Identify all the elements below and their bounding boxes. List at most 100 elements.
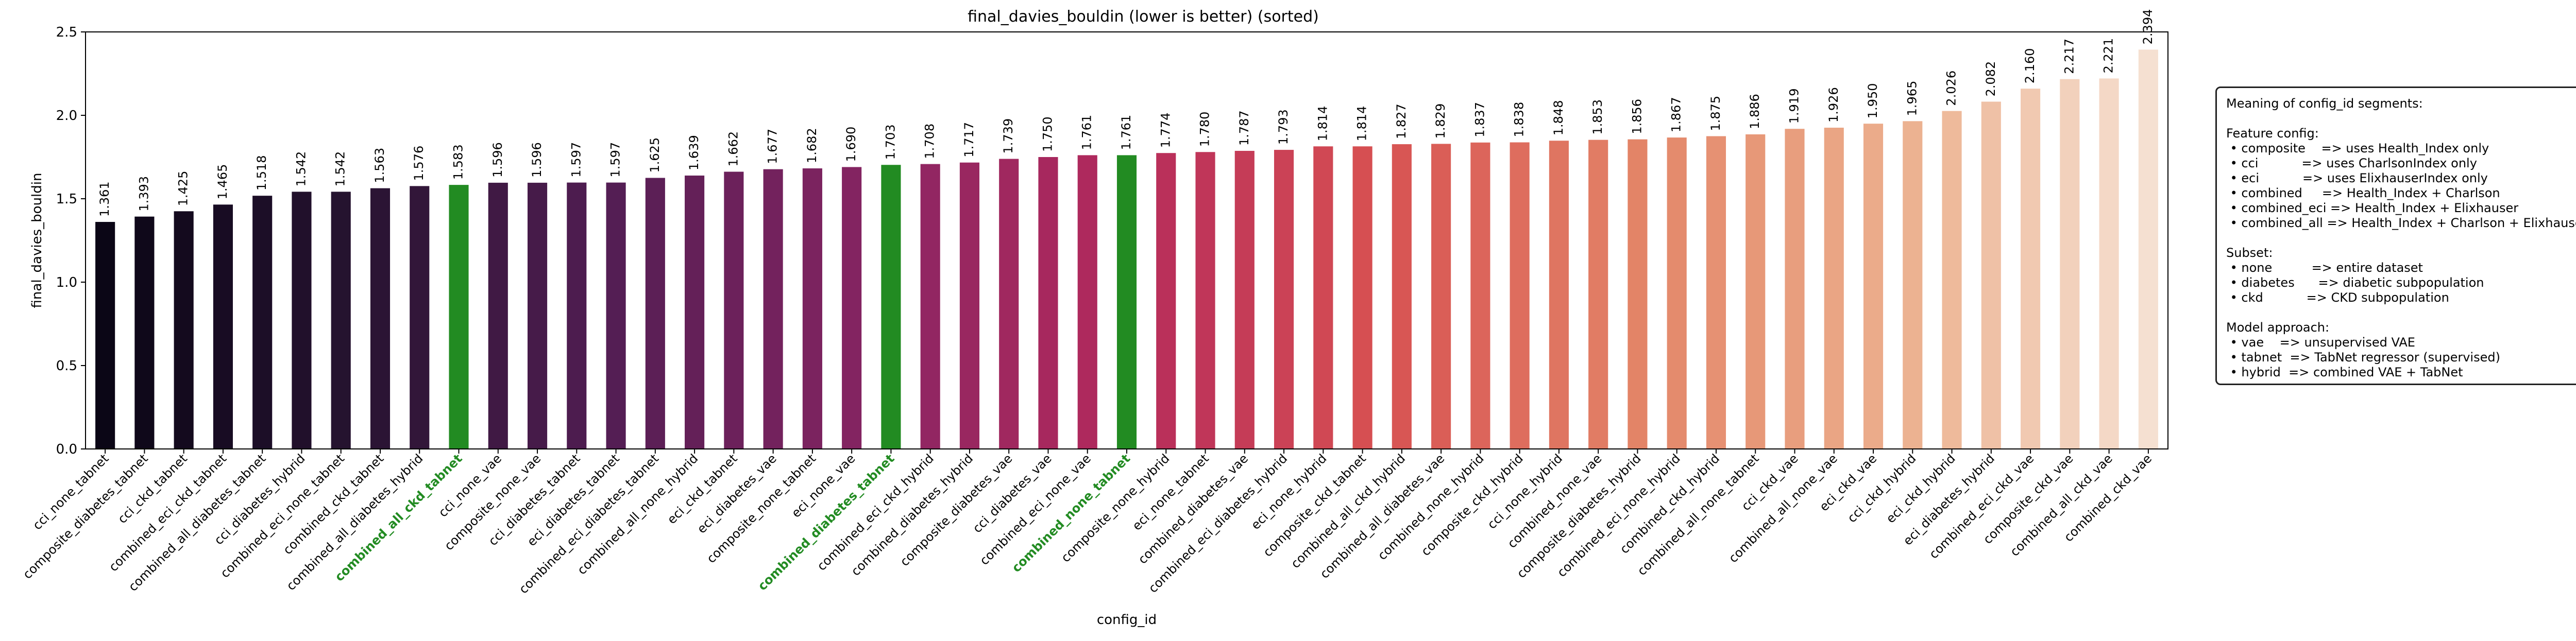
data-label-cci_none_vae: 1.596 — [490, 142, 505, 178]
y-tick-label: 1.5 — [56, 192, 77, 207]
data-label-combined_eci_ckd_vae: 2.160 — [2023, 48, 2037, 83]
x-axis-label: config_id — [1097, 612, 1157, 628]
bar-combined_all_diabetes_hybrid — [410, 186, 430, 449]
bar-cci_none_hybrid — [1549, 141, 1569, 449]
data-label-cci_ckd_tabnet: 1.425 — [176, 171, 191, 206]
bar-cci_ckd_vae — [1785, 129, 1805, 449]
bar-combined_eci_none_hybrid — [1667, 137, 1687, 449]
data-label-combined_none_hybrid: 1.837 — [1472, 102, 1487, 137]
data-label-composite_ckd_vae: 2.217 — [2062, 39, 2076, 74]
legend-lines: Meaning of config_id segments: Feature co… — [2226, 96, 2576, 380]
data-label-cci_diabetes_hybrid: 1.542 — [294, 151, 308, 187]
x-tick-label-eci_ckd_hybrid: eci_ckd_hybrid — [1884, 451, 1958, 526]
data-label-combined_eci_none_tabnet: 1.542 — [333, 151, 348, 187]
bar-combined_eci_ckd_vae — [2021, 89, 2041, 449]
bar-combined_all_none_tabnet — [1745, 134, 1766, 449]
bar-eci_ckd_tabnet — [724, 171, 744, 449]
bar-cci_diabetes_tabnet — [567, 182, 587, 449]
x-tick-label-cci_ckd_tabnet: cci_ckd_tabnet — [115, 451, 190, 526]
data-label-combined_all_none_hybrid: 1.639 — [687, 135, 701, 170]
x-tick-label-combined_eci_diabetes_tabnet: combined_eci_diabetes_tabnet — [516, 451, 662, 596]
y-axis-label: final_davies_bouldin — [29, 173, 45, 308]
plot-frame — [85, 31, 2168, 449]
bar-composite_ckd_hybrid — [1510, 142, 1530, 449]
legend-line: • ckd => CKD subpopulation — [2226, 290, 2449, 305]
legend-line: • tabnet => TabNet regressor (supervised… — [2226, 350, 2500, 365]
bar-composite_diabetes_tabnet — [134, 216, 155, 449]
bar-combined_diabetes_vae — [1234, 151, 1255, 449]
config-legend: Meaning of config_id segments: Feature co… — [2215, 86, 2576, 385]
data-label-cci_ckd_hybrid: 1.965 — [1905, 81, 1919, 116]
x-tick-label-cci_none_hybrid: cci_none_hybrid — [1485, 451, 1566, 532]
data-label-cci_none_hybrid: 1.848 — [1551, 100, 1566, 136]
data-label-combined_all_ckd_vae: 2.221 — [2102, 38, 2116, 74]
legend-line: Meaning of config_id segments: — [2226, 96, 2423, 111]
bar-combined_eci_ckd_tabnet — [213, 204, 233, 449]
data-label-eci_none_vae: 1.690 — [844, 127, 858, 162]
data-label-combined_ckd_vae: 2.394 — [2141, 9, 2155, 45]
bar-combined_eci_none_vae — [1077, 155, 1097, 449]
data-label-combined_eci_none_hybrid: 1.867 — [1669, 97, 1684, 132]
bar-cci_none_tabnet — [95, 222, 115, 449]
bar-combined_all_diabetes_vae — [1431, 144, 1451, 449]
data-label-combined_diabetes_vae: 1.787 — [1237, 110, 1251, 146]
data-label-eci_ckd_tabnet: 1.662 — [726, 131, 740, 167]
y-tick-label: 1.0 — [56, 275, 77, 290]
data-label-combined_diabetes_tabnet: 1.703 — [883, 125, 897, 160]
data-label-combined_eci_ckd_hybrid: 1.708 — [923, 124, 937, 159]
data-label-combined_eci_diabetes_hybrid: 1.793 — [1276, 109, 1291, 145]
x-tick-label-combined_eci_diabetes_hybrid: combined_eci_diabetes_hybrid — [1146, 451, 1291, 596]
bar-eci_diabetes_vae — [763, 169, 783, 449]
legend-line: Model approach: — [2226, 320, 2330, 335]
bar-composite_ckd_tabnet — [1352, 146, 1372, 449]
bar-combined_ckd_tabnet — [370, 188, 391, 449]
data-label-combined_all_ckd_hybrid: 1.827 — [1394, 103, 1409, 139]
data-label-cci_diabetes_tabnet: 1.597 — [569, 142, 583, 178]
bar-combined_diabetes_tabnet — [881, 165, 901, 449]
data-label-combined_ckd_tabnet: 1.563 — [372, 148, 387, 183]
data-label-eci_none_hybrid: 1.814 — [1315, 106, 1330, 142]
x-tick-label-cci_ckd_hybrid: cci_ckd_hybrid — [1844, 451, 1919, 525]
bar-combined_all_diabetes_tabnet — [252, 196, 273, 449]
bar-eci_diabetes_tabnet — [606, 182, 626, 449]
bar-combined_all_none_vae — [1824, 127, 1844, 449]
x-tick-label-eci_ckd_tabnet: eci_ckd_tabnet — [665, 451, 740, 527]
data-label-eci_ckd_vae: 1.950 — [1866, 83, 1880, 118]
data-label-combined_diabetes_hybrid: 1.717 — [962, 122, 976, 158]
bar-combined_all_ckd_tabnet — [449, 185, 469, 449]
data-label-combined_eci_diabetes_tabnet: 1.625 — [648, 137, 662, 173]
bar-combined_eci_ckd_hybrid — [920, 164, 940, 449]
bar-eci_none_vae — [842, 167, 862, 449]
bar-combined_diabetes_hybrid — [959, 162, 980, 449]
y-axis: 0.0 0.5 1.0 1.5 2.0 2.5 — [56, 25, 86, 457]
legend-line: • none => entire dataset — [2226, 261, 2423, 275]
data-label-combined_all_diabetes_hybrid: 1.576 — [412, 146, 426, 181]
bar-combined_none_tabnet — [1116, 155, 1137, 449]
bar-combined_ckd_vae — [2138, 49, 2158, 449]
bar-composite_diabetes_vae — [999, 159, 1019, 449]
data-label-combined_none_tabnet: 1.761 — [1119, 115, 1133, 150]
data-label-eci_diabetes_tabnet: 1.597 — [608, 142, 623, 178]
bar-combined_ckd_hybrid — [1706, 136, 1726, 449]
legend-line — [2226, 111, 2576, 126]
bar-combined_eci_diabetes_tabnet — [645, 178, 665, 449]
data-label-composite_diabetes_tabnet: 1.393 — [137, 176, 151, 212]
legend-line: • combined_eci => Health_Index + Elixhau… — [2226, 201, 2519, 215]
data-label-combined_all_ckd_tabnet: 1.583 — [451, 144, 466, 180]
x-axis: cci_none_tabnetcomposite_diabetes_tabnet… — [20, 449, 2155, 597]
data-label-combined_all_diabetes_vae: 1.829 — [1433, 103, 1448, 139]
data-label-combined_eci_ckd_tabnet: 1.465 — [215, 164, 230, 200]
data-label-cci_none_tabnet: 1.361 — [97, 181, 112, 217]
legend-line: • eci => uses ElixhauserIndex only — [2226, 171, 2488, 185]
bar-combined_all_ckd_hybrid — [1392, 144, 1412, 449]
bar-composite_diabetes_hybrid — [1628, 139, 1648, 449]
bar-composite_none_vae — [527, 182, 548, 449]
bar-composite_ckd_vae — [2060, 79, 2080, 449]
legend-line: Feature config: — [2226, 126, 2319, 141]
y-tick-label: 2.5 — [56, 25, 77, 40]
data-label-composite_none_hybrid: 1.774 — [1158, 113, 1173, 148]
bar-cci_diabetes_hybrid — [292, 192, 312, 449]
bar-eci_ckd_hybrid — [1942, 111, 1962, 449]
data-label-combined_all_none_vae: 1.926 — [1826, 87, 1841, 123]
